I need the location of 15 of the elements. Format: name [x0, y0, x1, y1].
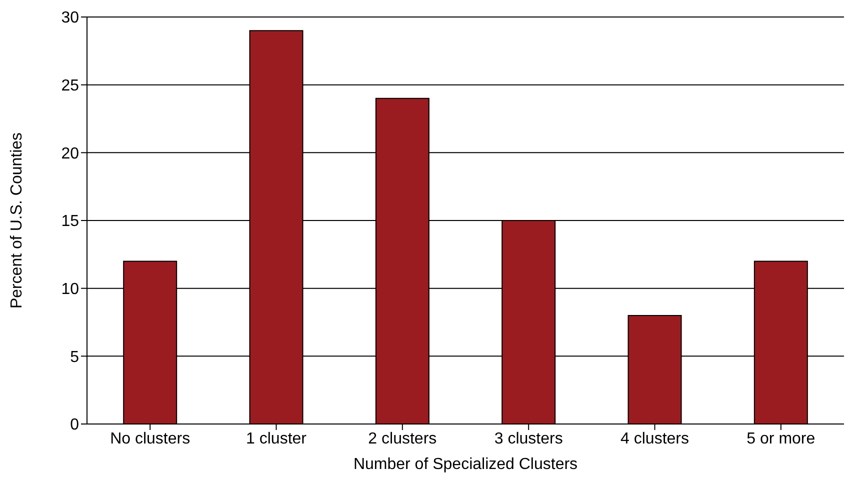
x-tick-label: 3 clusters — [494, 430, 563, 448]
y-tick-label: 5 — [70, 348, 80, 366]
x-tick-label: No clusters — [110, 430, 190, 448]
y-tick-label: 0 — [70, 416, 80, 434]
x-tick-label: 5 or more — [746, 430, 816, 448]
y-tick-label: 15 — [61, 213, 80, 230]
y-tick-label: 30 — [61, 10, 80, 27]
y-tick-label: 10 — [61, 281, 80, 298]
y-tick-label: 20 — [61, 145, 80, 162]
x-tick-label: 4 clusters — [620, 430, 689, 448]
y-axis-title: Percent of U.S. Counties — [8, 132, 26, 309]
x-axis-title: Number of Specialized Clusters — [353, 456, 578, 473]
y-tick-label: 25 — [61, 78, 80, 95]
x-tick-label: 2 clusters — [368, 430, 437, 448]
x-tick-label: 1 cluster — [246, 430, 308, 448]
